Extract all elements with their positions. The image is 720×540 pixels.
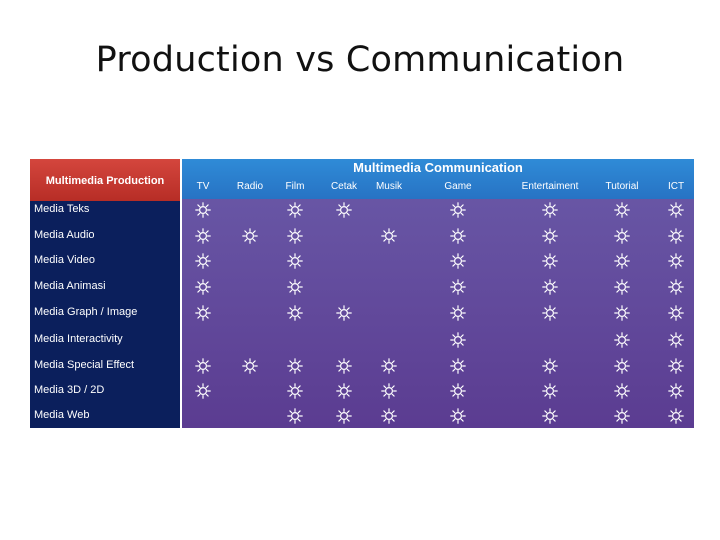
production-row-label: Media 3D / 2D (34, 384, 105, 396)
sun-icon (668, 202, 684, 218)
sun-icon (287, 358, 303, 374)
sun-icon (668, 383, 684, 399)
sun-icon (450, 332, 466, 348)
sun-icon (542, 408, 558, 424)
column-header: ICT (667, 181, 685, 192)
column-header: Tutorial (605, 181, 639, 192)
communication-header-label: Multimedia Communication (353, 160, 523, 175)
sun-icon (614, 332, 630, 348)
production-panel (30, 159, 180, 428)
sun-icon (287, 305, 303, 321)
sun-icon (542, 305, 558, 321)
sun-icon (195, 358, 211, 374)
sun-icon (614, 305, 630, 321)
column-header: Film (285, 181, 305, 192)
sun-icon (614, 408, 630, 424)
sun-icon (668, 408, 684, 424)
sun-icon (195, 279, 211, 295)
sun-icon (381, 408, 397, 424)
sun-icon (242, 358, 258, 374)
sun-icon (242, 228, 258, 244)
sun-icon (450, 228, 466, 244)
sun-icon (542, 228, 558, 244)
sun-icon (614, 279, 630, 295)
production-row-label: Media Special Effect (34, 359, 135, 371)
sun-icon (614, 358, 630, 374)
sun-icon (542, 383, 558, 399)
sun-icon (542, 358, 558, 374)
sun-icon (450, 383, 466, 399)
production-row-label: Media Teks (34, 203, 90, 215)
production-row-label: Media Animasi (34, 280, 106, 292)
sun-icon (542, 253, 558, 269)
sun-icon (614, 228, 630, 244)
sun-icon (450, 408, 466, 424)
production-row-label: Media Video (34, 254, 95, 266)
slide-title: Production vs Communication (95, 40, 625, 80)
sun-icon (336, 408, 352, 424)
column-header: Entertaiment (521, 181, 579, 192)
sun-icon (381, 358, 397, 374)
production-row-label: Media Web (34, 409, 90, 421)
column-header: Musik (375, 181, 403, 192)
sun-icon (195, 305, 211, 321)
sun-icon (668, 253, 684, 269)
sun-icon (381, 228, 397, 244)
production-row-label: Media Graph / Image (34, 306, 138, 318)
sun-icon (668, 332, 684, 348)
sun-icon (287, 279, 303, 295)
sun-icon (668, 358, 684, 374)
production-header: Multimedia Production (30, 159, 180, 201)
sun-icon (287, 202, 303, 218)
sun-icon (287, 228, 303, 244)
sun-icon (336, 383, 352, 399)
sun-icon (614, 253, 630, 269)
column-header: Radio (236, 181, 264, 192)
production-row-label: Media Interactivity (34, 333, 123, 345)
communication-header (182, 159, 694, 199)
column-header: TV (196, 181, 210, 192)
sun-icon (195, 202, 211, 218)
column-header: Game (444, 181, 472, 192)
sun-icon (668, 279, 684, 295)
sun-icon (668, 305, 684, 321)
sun-icon (287, 383, 303, 399)
sun-icon (450, 253, 466, 269)
production-header-label: Multimedia Production (45, 175, 165, 187)
sun-icon (336, 202, 352, 218)
sun-icon (614, 202, 630, 218)
sun-icon (668, 228, 684, 244)
sun-icon (614, 383, 630, 399)
sun-icon (542, 202, 558, 218)
sun-icon (336, 358, 352, 374)
sun-icon (195, 253, 211, 269)
communication-panel (182, 159, 694, 428)
sun-icon (287, 253, 303, 269)
production-row-label: Media Audio (34, 229, 95, 241)
column-header: Cetak (330, 181, 358, 192)
sun-icon (450, 305, 466, 321)
sun-icon (195, 383, 211, 399)
sun-icon (195, 228, 211, 244)
sun-icon (381, 383, 397, 399)
sun-icon (450, 279, 466, 295)
sun-icon (287, 408, 303, 424)
sun-icon (450, 358, 466, 374)
sun-icon (336, 305, 352, 321)
sun-icon (450, 202, 466, 218)
sun-icon (542, 279, 558, 295)
